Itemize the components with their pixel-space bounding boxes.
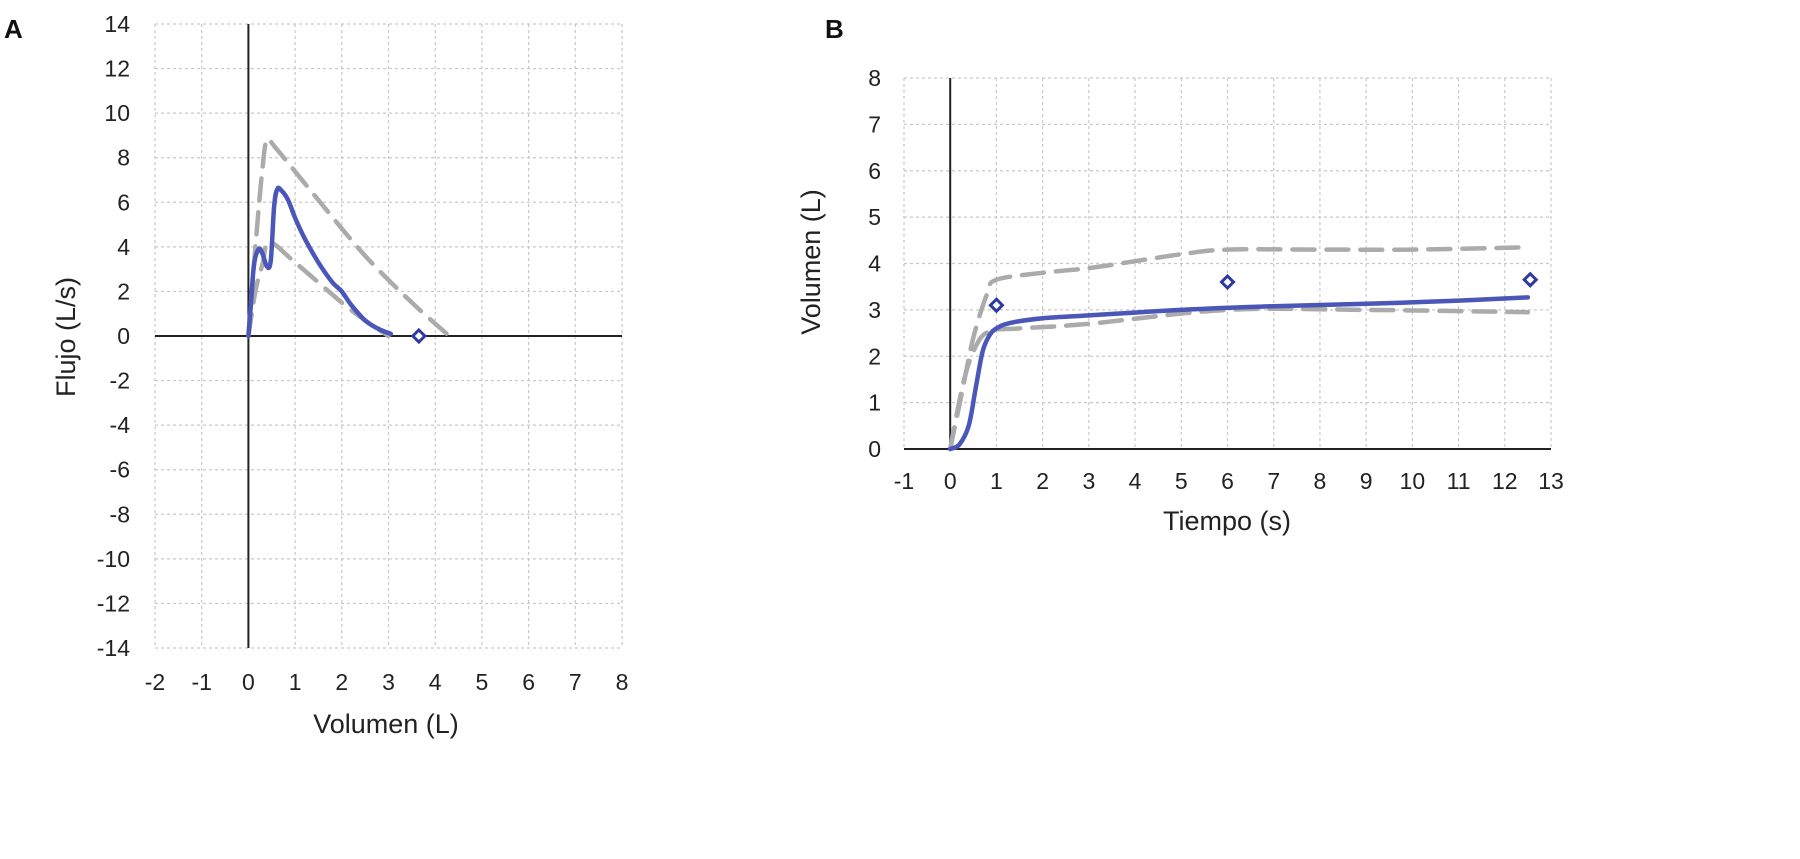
panel-a-y-tick-4: -4 <box>110 412 131 438</box>
panel-b-x-tick-4: 4 <box>1129 468 1142 494</box>
panel-a-y-tick-4: 4 <box>117 234 130 260</box>
panel-b-x-tick-8: 8 <box>1314 468 1327 494</box>
panel-a-y-tick-10: 10 <box>104 100 130 126</box>
panel-b-x-tick-13: 13 <box>1538 468 1564 494</box>
panel-b-x-tick-7: 7 <box>1267 468 1280 494</box>
panel-a-y-tick-8: 8 <box>117 145 130 171</box>
panel-a-x-tick-6: 6 <box>522 669 535 695</box>
panel-a-y-tick-14: 14 <box>104 11 130 37</box>
panel-b-y-axis-title: Volumen (L) <box>796 189 826 335</box>
panel-a-series-referencia-superior <box>246 136 452 339</box>
panel-a-x-tick-8: 8 <box>616 669 629 695</box>
panel-a-y-tick-0: 0 <box>117 323 130 349</box>
panel-b-y-tick-5: 5 <box>868 204 881 230</box>
panel-b-y-tick-6: 6 <box>868 158 881 184</box>
panel-b-y-tick-1: 1 <box>868 390 881 416</box>
panel-b-marker-2 <box>1219 273 1236 291</box>
panel-a-y-tick-6: 6 <box>117 189 130 215</box>
panel-b-x-tick-9: 9 <box>1360 468 1373 494</box>
panel-a-x-tick-1: -1 <box>191 669 211 695</box>
panel-a-chart: A -2 -1 0 1 2 3 4 5 6 7 8-14-12-10-8-6-4-202468101… <box>4 11 628 739</box>
panel-b-x-tick-6: 6 <box>1221 468 1234 494</box>
panel-a-series <box>246 136 452 339</box>
panel-b-y-tick-7: 7 <box>868 111 881 137</box>
panel-b-grid <box>903 77 1552 449</box>
panel-b-x-tick-0: 0 <box>944 468 957 494</box>
panel-b-axes <box>904 78 1551 450</box>
panel-a-y-axis-title: Flujo (L/s) <box>51 277 81 397</box>
panel-b-y-tick-0: 0 <box>868 436 881 462</box>
panel-b-x-tick-10: 10 <box>1400 468 1426 494</box>
panel-a-tick-labels: -2 -1 0 1 2 3 4 5 6 7 8-14-12-10-8-6-4-20246810121… <box>97 11 629 695</box>
panel-a-x-tick-4: 4 <box>429 669 442 695</box>
panel-a-marker-1 <box>410 327 427 345</box>
panel-b-y-tick-8: 8 <box>868 65 881 91</box>
panel-a-x-tick-1: 1 <box>289 669 302 695</box>
panel-a-y-tick-12: -12 <box>97 590 130 616</box>
panel-a-y-tick-6: -6 <box>110 457 130 483</box>
panel-a-series-medida <box>246 185 394 339</box>
panel-b-series-medida <box>947 295 1531 452</box>
panel-b-x-tick-1: -1 <box>894 468 914 494</box>
panel-a-y-tick-8: -8 <box>110 501 130 527</box>
panel-b-y-tick-4: 4 <box>868 251 881 277</box>
panel-b-x-tick-2: 2 <box>1036 468 1049 494</box>
panel-b-x-tick-5: 5 <box>1175 468 1188 494</box>
panel-b-y-tick-2: 2 <box>868 343 881 369</box>
panel-b-marker-1 <box>988 297 1005 314</box>
panel-b-x-tick-1: 1 <box>990 468 1003 494</box>
panel-a-y-tick-2: 2 <box>117 278 130 304</box>
panel-b-series-referencia-inferior <box>947 306 1531 452</box>
panel-a-x-tick-0: 0 <box>242 669 255 695</box>
panel-b-markers <box>988 271 1539 314</box>
panel-a-markers <box>410 327 427 345</box>
panel-a-y-tick-2: -2 <box>110 368 130 394</box>
panel-b-x-axis-title: Tiempo (s) <box>1163 506 1291 536</box>
panel-a-x-tick-5: 5 <box>476 669 489 695</box>
panel-a-x-tick-2: 2 <box>335 669 348 695</box>
panel-b-marker-3 <box>1522 271 1539 288</box>
panel-b-x-tick-3: 3 <box>1082 468 1095 494</box>
panel-a-x-tick-7: 7 <box>569 669 582 695</box>
panel-a-x-tick-2: -2 <box>145 669 165 695</box>
panel-a-letter: A <box>4 14 23 44</box>
panel-a-y-tick-12: 12 <box>104 56 130 82</box>
panel-a-x-axis-title: Volumen (L) <box>313 709 459 739</box>
panel-b-series-referencia-superior <box>947 245 1531 452</box>
panel-b-x-tick-11: 11 <box>1447 468 1471 494</box>
panel-b-letter: B <box>825 14 844 44</box>
panel-b-x-tick-12: 12 <box>1492 468 1518 494</box>
panel-b-y-tick-3: 3 <box>868 297 881 323</box>
panel-a-y-tick-14: -14 <box>97 635 130 661</box>
panel-b-series <box>947 245 1531 452</box>
panel-a-y-tick-10: -10 <box>97 546 130 572</box>
panel-a-x-tick-3: 3 <box>382 669 395 695</box>
